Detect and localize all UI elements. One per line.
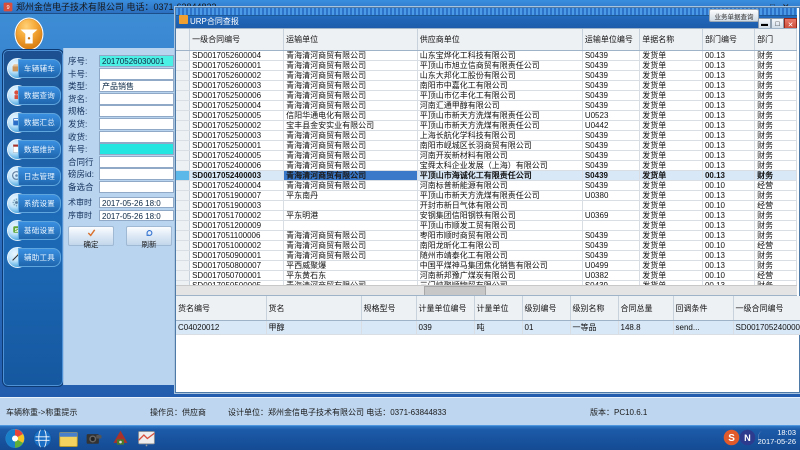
- svg-text:S: S: [728, 433, 735, 444]
- svg-text:9: 9: [6, 4, 9, 10]
- svg-text:N: N: [744, 433, 751, 443]
